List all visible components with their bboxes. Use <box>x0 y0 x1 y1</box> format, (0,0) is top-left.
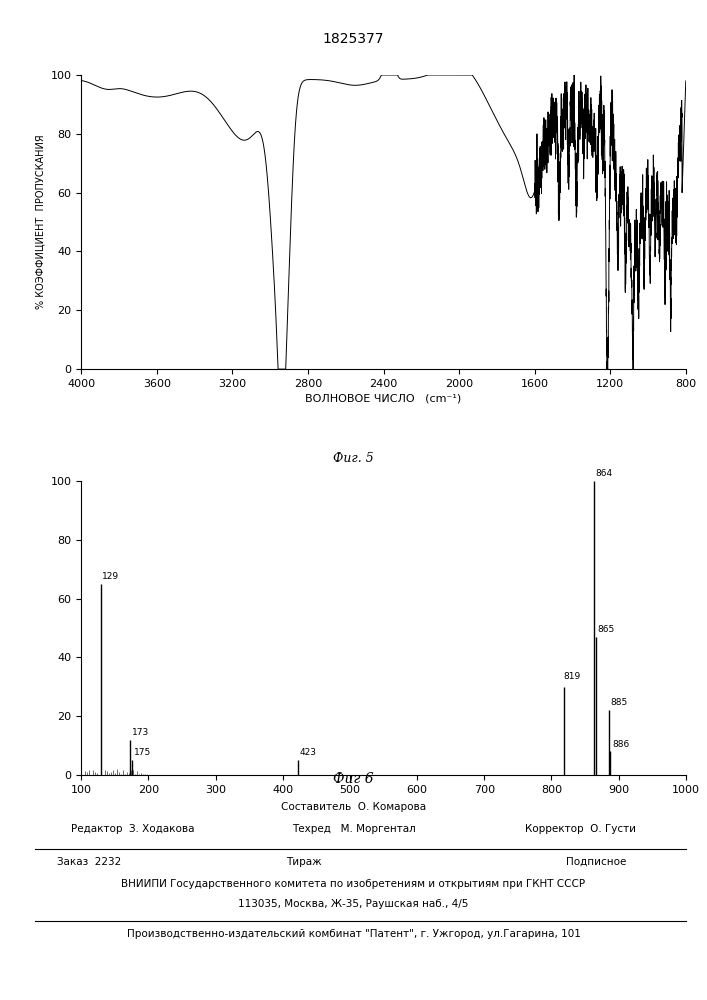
Text: 1825377: 1825377 <box>323 32 384 46</box>
Text: Редактор  З. Ходакова: Редактор З. Ходакова <box>71 824 194 834</box>
Text: 865: 865 <box>598 625 615 634</box>
Text: Фиг 6: Фиг 6 <box>333 772 374 786</box>
Text: Подписное: Подписное <box>566 857 626 867</box>
Text: Фиг. 5: Фиг. 5 <box>333 452 374 465</box>
X-axis label: ВОЛНОВОЕ ЧИСЛО   (cm⁻¹): ВОЛНОВОЕ ЧИСЛО (cm⁻¹) <box>305 393 462 403</box>
Text: 175: 175 <box>134 748 151 757</box>
Text: 423: 423 <box>300 748 317 757</box>
Text: 129: 129 <box>102 572 119 581</box>
Text: Составитель  О. Комарова: Составитель О. Комарова <box>281 802 426 812</box>
Y-axis label: % КОЭФФИЦИЕНТ  ПРОПУСКАНИЯ: % КОЭФФИЦИЕНТ ПРОПУСКАНИЯ <box>35 135 45 309</box>
Text: Заказ  2232: Заказ 2232 <box>57 857 121 867</box>
Text: 113035, Москва, Ж-35, Раушская наб., 4/5: 113035, Москва, Ж-35, Раушская наб., 4/5 <box>238 899 469 909</box>
Text: 173: 173 <box>132 728 149 737</box>
Text: 886: 886 <box>612 740 629 749</box>
Text: ВНИИПИ Государственного комитета по изобретениям и открытиям при ГКНТ СССР: ВНИИПИ Государственного комитета по изоб… <box>122 879 585 889</box>
Text: 864: 864 <box>596 469 613 478</box>
Text: Техред   М. Моргентал: Техред М. Моргентал <box>291 824 416 834</box>
Text: Производственно-издательский комбинат "Патент", г. Ужгород, ул.Гагарина, 101: Производственно-издательский комбинат "П… <box>127 929 580 939</box>
Text: Корректор  О. Густи: Корректор О. Густи <box>525 824 636 834</box>
Text: 819: 819 <box>563 672 580 681</box>
Text: Тираж: Тираж <box>286 857 322 867</box>
Text: 885: 885 <box>611 698 628 707</box>
